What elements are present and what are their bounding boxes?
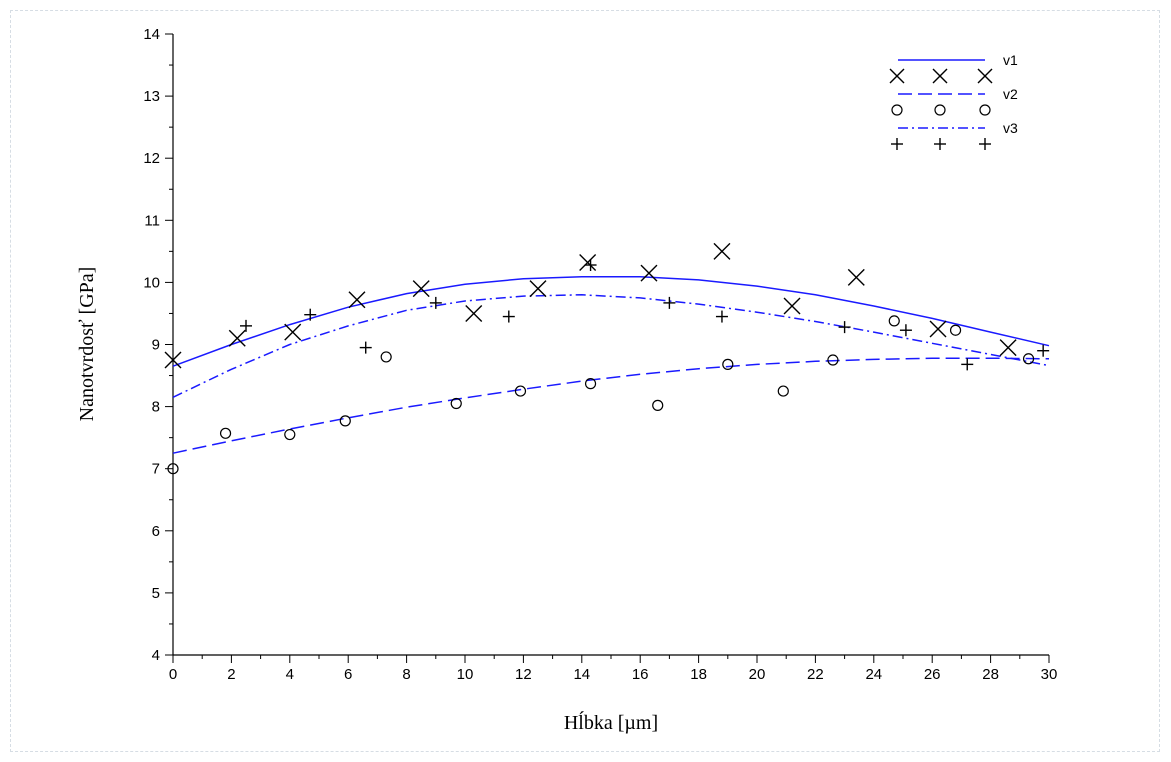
x-tick-label: 10 (457, 666, 474, 683)
legend-marker-v3 (891, 138, 903, 150)
fit-line-v3 (172, 294, 1050, 398)
x-tick-label: 30 (1041, 666, 1058, 683)
point-v3 (502, 310, 515, 323)
point-v1 (348, 291, 366, 309)
point-v3 (1037, 344, 1050, 357)
point-v1 (713, 242, 731, 260)
x-tick-label: 8 (402, 666, 410, 683)
point-v2 (722, 358, 734, 370)
point-v1 (999, 339, 1017, 357)
point-v3 (838, 321, 851, 334)
y-tick-label: 10 (143, 274, 160, 291)
legend-marker-v2 (934, 104, 946, 116)
x-tick-label: 6 (344, 666, 352, 683)
y-tick-label: 9 (152, 337, 160, 354)
x-axis-title: Hĺbka [µm] (564, 710, 658, 734)
fit-curves (172, 276, 1050, 454)
point-v3 (961, 358, 974, 371)
point-v1 (847, 268, 865, 286)
point-v3 (663, 296, 676, 309)
x-tick-label: 0 (169, 666, 177, 683)
axis-ticks: 0 2 4 6 8 10 12 14 16 18 20 22 24 26 28 304567891011121… (143, 26, 1057, 683)
x-tick-label: 12 (515, 666, 532, 683)
point-v1 (640, 264, 658, 282)
legend-marker-v1 (889, 68, 905, 84)
point-v3 (584, 259, 597, 272)
point-v3 (715, 310, 728, 323)
point-v2 (777, 385, 789, 397)
fit-line-v2 (172, 357, 1050, 454)
point-v2 (1022, 353, 1035, 365)
x-tick-label: 4 (286, 666, 294, 683)
x-tick-label: 2 (227, 666, 235, 683)
x-tick-label: 16 (632, 666, 649, 683)
point-v2 (167, 463, 179, 475)
legend-marker-v2 (891, 104, 903, 116)
point-v2 (450, 397, 462, 410)
y-tick-label: 13 (143, 88, 160, 105)
fit-line-v1 (172, 276, 1050, 367)
point-v3 (304, 308, 317, 321)
point-v1 (783, 297, 801, 315)
point-v1 (929, 320, 947, 338)
figure-frame (10, 10, 1160, 752)
point-v3 (359, 341, 372, 354)
point-v1 (529, 280, 547, 298)
point-v1 (284, 323, 302, 341)
x-tick-label: 28 (982, 666, 999, 683)
point-v3 (899, 324, 912, 337)
x-tick-label: 24 (865, 666, 882, 683)
point-v2 (584, 378, 597, 390)
point-v1 (412, 280, 430, 298)
point-v1 (228, 329, 246, 347)
x-tick-label: 14 (573, 666, 590, 683)
x-tick-label: 18 (690, 666, 707, 683)
legend-label-v3: v3 (1003, 120, 1018, 136)
legend-label-v1: v1 (1003, 52, 1018, 68)
y-axis-title: Nanotvrdosť [GPa] (76, 267, 98, 422)
point-v2 (888, 315, 900, 327)
x-tick-label: 26 (924, 666, 941, 683)
y-tick-label: 5 (152, 585, 160, 602)
axes (172, 34, 1049, 656)
point-v1 (465, 304, 483, 322)
y-tick-label: 8 (152, 399, 160, 416)
y-tick-label: 7 (152, 461, 160, 478)
legend: v1 v2 v3 (889, 52, 1018, 150)
point-v3 (240, 319, 252, 332)
legend-marker-v3 (979, 138, 991, 150)
y-tick-label: 12 (143, 150, 160, 167)
legend-marker-v1 (932, 68, 948, 84)
x-tick-label: 20 (749, 666, 766, 683)
point-v1 (579, 254, 597, 272)
point-v2 (339, 415, 351, 427)
y-tick-label: 11 (144, 212, 160, 229)
legend-marker-v3 (934, 138, 946, 150)
y-tick-label: 14 (143, 26, 160, 43)
point-v2 (652, 399, 664, 411)
legend-marker-v1 (977, 68, 993, 84)
point-v2 (514, 385, 527, 397)
data-points (164, 242, 1050, 475)
point-v1 (164, 351, 182, 369)
x-tick-label: 22 (807, 666, 824, 683)
point-v3 (429, 296, 442, 309)
point-v2 (827, 354, 839, 366)
point-v2 (949, 324, 962, 336)
point-v2 (219, 427, 232, 439)
y-tick-label: 4 (152, 647, 160, 664)
point-v2 (380, 351, 392, 363)
legend-marker-v2 (979, 104, 991, 116)
legend-label-v2: v2 (1003, 86, 1018, 102)
point-v2 (284, 428, 296, 441)
y-tick-label: 6 (152, 523, 160, 540)
